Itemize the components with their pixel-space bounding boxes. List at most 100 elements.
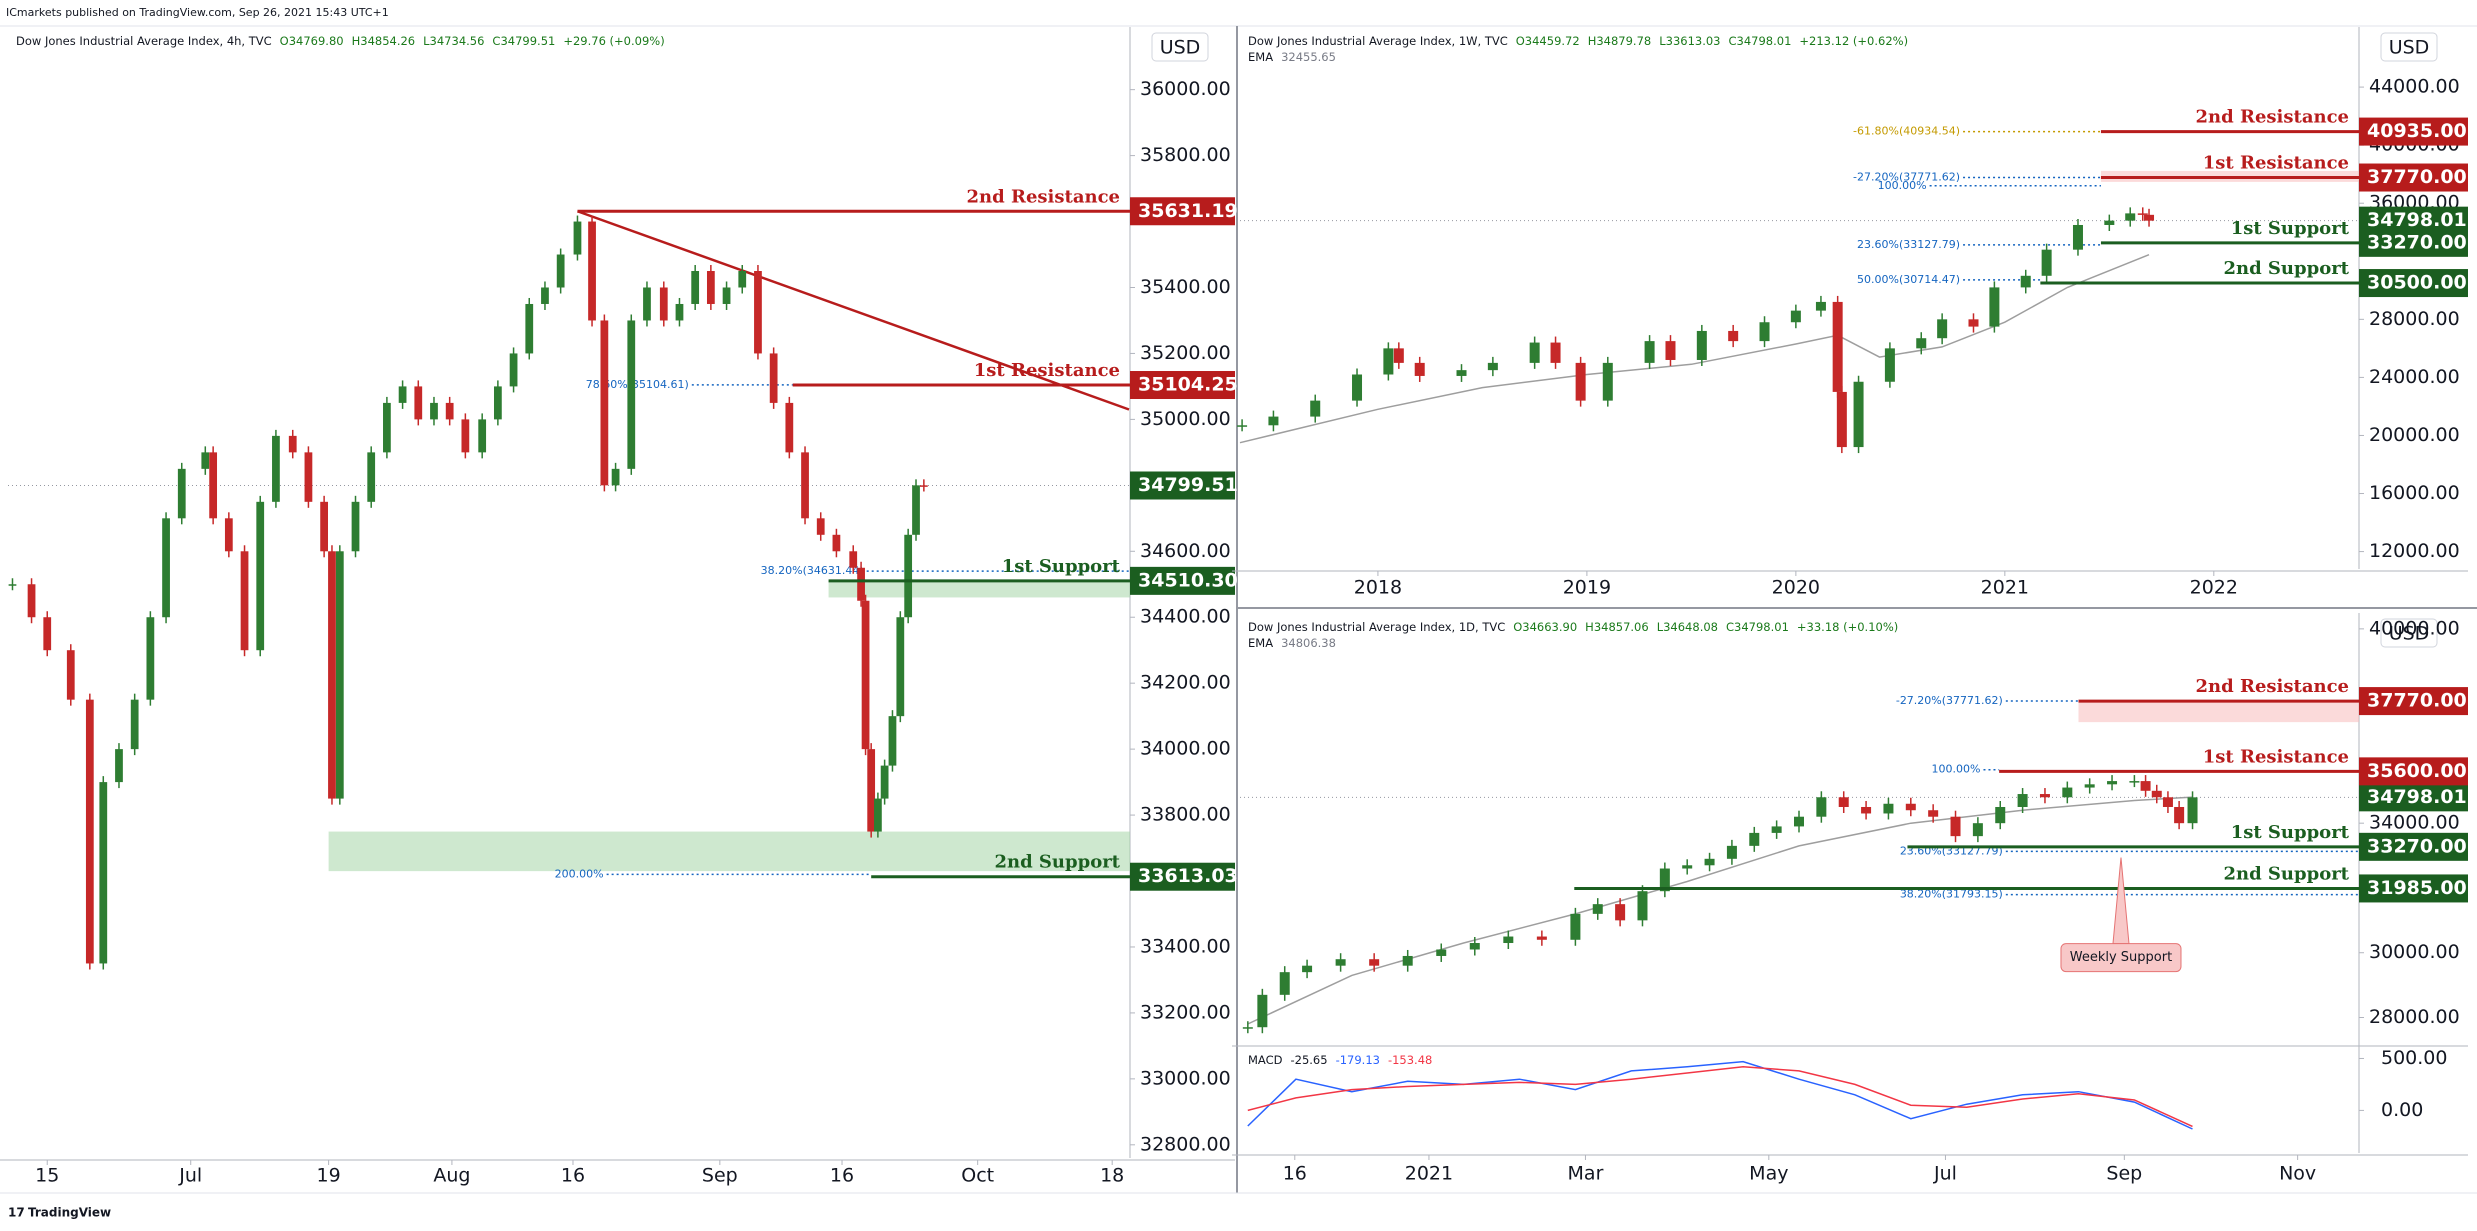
candle [1937,319,1948,339]
legend-title: Dow Jones Industrial Average Index, 4h, … [16,34,272,48]
fib-label: -27.20%(37771.62) [1853,170,1960,183]
candle [2187,797,2198,824]
candle [1257,994,1268,1028]
candle [832,534,841,552]
legend-ohlc: +213.12 (+0.62%) [1799,34,1908,48]
legend: Dow Jones Industrial Average Index, 1D, … [1248,620,1898,634]
callout-label: Weekly Support [2070,950,2172,965]
candle [130,699,139,750]
ema-name: EMA [1248,636,1273,650]
currency-box [1151,32,1209,62]
candle [738,271,747,288]
y-tick-label: 33800.00 [1140,804,1231,826]
candle [445,402,454,420]
candle [2020,275,2031,288]
candle [1503,936,1514,944]
x-tick-label: May [1749,1163,1788,1185]
fib-label: 38.20%(34631.44) [761,564,864,577]
candle [1310,400,1321,417]
candle [2140,781,2151,791]
y-tick-label: 28000.00 [2369,308,2460,330]
candle [1469,943,1480,950]
level-name: 1st Resistance [2203,746,2349,767]
legend-ohlc: C34798.01 [1726,620,1789,634]
ema-value: 34806.38 [1281,636,1336,650]
level-name: 2nd Resistance [2196,676,2349,697]
candle [1383,348,1394,375]
level-name: 2nd Support [2223,863,2349,884]
currency-box [2380,32,2438,62]
x-tick-label: 16 [561,1165,585,1187]
candle [115,749,123,783]
y-tick-label: 16000.00 [2369,482,2460,504]
candle [525,303,534,354]
fib-label: 38.20%(31793.15) [1900,888,2003,901]
candle [919,485,928,487]
candle [1529,342,1540,363]
candle [351,501,360,552]
candle [1749,832,1760,846]
x-tick-label: 2022 [2190,577,2238,599]
candle [1592,904,1603,914]
x-tick-label: 2021 [1981,577,2029,599]
currency-label: USD [1160,37,1201,59]
candle [573,221,582,255]
zone [328,831,1131,872]
candle [1836,391,1847,448]
candle [1853,381,1864,448]
currency-label: USD [2389,37,2430,59]
ema-value: 32455.65 [1281,50,1336,64]
price-tag [2359,757,2468,786]
price-tag-label: 33613.03 [1138,865,1238,887]
x-tick-label: 15 [35,1165,59,1187]
candle [1665,341,1676,360]
x-tick-label: Aug [433,1165,470,1187]
y-tick-label: 35200.00 [1140,342,1231,364]
legend-ohlc: +29.76 (+0.09%) [563,34,664,48]
candle [288,435,297,453]
candle [1815,301,1826,311]
y-tick-label: 28000.00 [2369,1006,2460,1028]
candle [1916,338,1927,349]
candle [1968,319,1979,327]
candle [769,353,778,403]
price-tag [2359,687,2468,716]
fib-label: 23.60%(33127.79) [1857,238,1960,251]
candle [478,419,487,453]
candle [383,402,391,453]
candle [1644,341,1655,363]
legend-ohlc: L33613.03 [1659,34,1720,48]
price-tag-label: 34798.01 [2367,209,2467,231]
price-tag [2359,117,2468,146]
candle [2151,790,2162,798]
level-name: 2nd Support [2223,258,2349,279]
candle [904,534,913,618]
price-tag-label: 35631.19 [1138,200,1238,222]
y-tick-label: 35800.00 [1140,144,1231,166]
legend-ohlc: O34459.72 [1516,34,1580,48]
level-name: 1st Resistance [974,360,1120,381]
x-tick-label: 2020 [1772,577,1820,599]
x-tick-label: 2021 [1405,1163,1453,1185]
candle [861,600,870,750]
y-tick-label: 20000.00 [2369,424,2460,446]
legend-title: Dow Jones Industrial Average Index, 1W, … [1248,34,1508,48]
fib-label: 50.00%(30714.47) [1857,273,1960,286]
candle [1884,348,1895,382]
fib-label: 200.00% [555,867,604,880]
candle [1794,816,1804,827]
y-tick-label: 34600.00 [1140,540,1231,562]
candle [588,221,596,321]
price-tag [2359,874,2468,903]
legend-ohlc: H34857.06 [1585,620,1649,634]
candle [509,353,518,387]
candle [146,617,155,700]
ema-line [1239,254,2150,444]
price-tag-label: 37770.00 [2367,690,2467,712]
price-tag-label: 30500.00 [2367,272,2467,294]
legend-ohlc: O34663.90 [1513,620,1577,634]
candle [1816,797,1827,817]
